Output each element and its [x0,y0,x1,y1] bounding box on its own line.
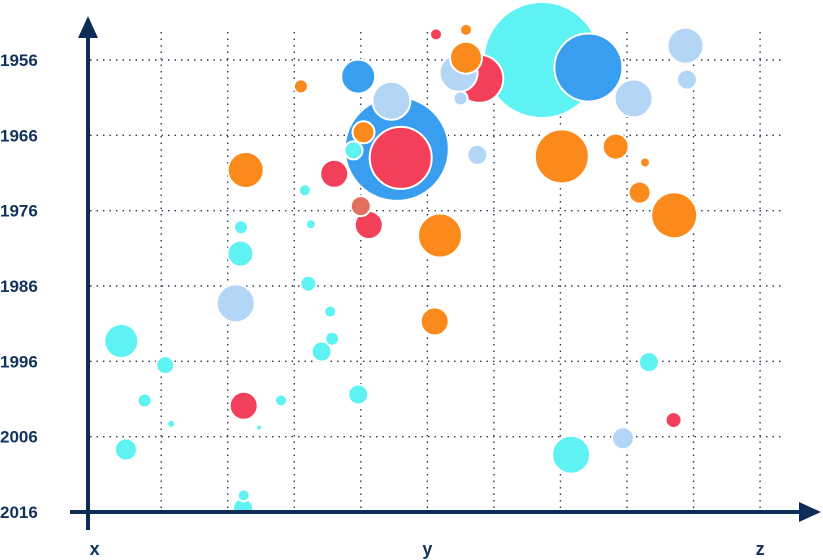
x-tick-label: x [90,539,100,559]
y-axis-arrow-icon [78,16,98,38]
bubble-point [217,284,255,322]
bubble-point [418,214,462,258]
bubble-point [629,182,651,204]
bubble-point [156,356,174,374]
bubble-point [299,184,311,196]
bubble-point [372,82,410,120]
bubble-point [460,24,472,36]
bubble-point [640,158,650,168]
bubble-point [639,352,659,372]
bubble-point [348,385,368,405]
bubble-point [275,395,287,407]
bubble-point [651,192,697,238]
bubble-point [450,42,482,74]
bubble-point [552,436,590,474]
bubble-point [234,220,248,234]
bubble-point [227,241,253,267]
bubble-point [325,332,339,346]
x-axis-arrow-icon [799,502,821,522]
bubble-point [238,489,250,501]
bubble-point [300,276,316,292]
bubble-point [603,134,629,160]
bubble-point [167,420,175,428]
bubble-point [230,392,258,420]
bubble-point [228,152,264,188]
y-tick-label: 1966 [0,126,38,145]
bubble-point [554,34,622,102]
bubble-point [353,121,375,143]
y-tick-label: 2016 [0,503,38,522]
x-tick-label: z [756,539,765,559]
bubble-point [341,60,375,94]
axes [70,16,821,530]
bubble-point [256,425,262,431]
bubble-point [320,160,348,188]
x-tick-label: y [422,539,432,559]
y-tick-label: 1996 [0,352,38,371]
bubble-point [677,70,697,90]
bubble-point [115,439,137,461]
grid [90,32,785,510]
bubble-point [467,145,487,165]
bubble-point [668,28,704,64]
bubble-point [666,412,682,428]
y-tick-label: 1976 [0,202,38,221]
y-tick-label: 1986 [0,277,38,296]
bubble-point [430,28,442,40]
bubble-point [612,427,634,449]
bubble-point [535,129,589,183]
bubble-point [306,219,316,229]
bubble-point [454,91,468,105]
bubble-point [421,307,449,335]
bubble-point [370,127,432,189]
bubble-point [104,324,138,358]
bubble-point [351,196,371,216]
bubble-point [324,306,336,318]
bubble-point [138,394,152,408]
y-tick-label: 1956 [0,51,38,70]
bubble-point [294,79,308,93]
bubble-point [615,79,653,117]
y-tick-label: 2006 [0,428,38,447]
bubble-point [345,141,363,159]
bubbles [104,2,703,518]
